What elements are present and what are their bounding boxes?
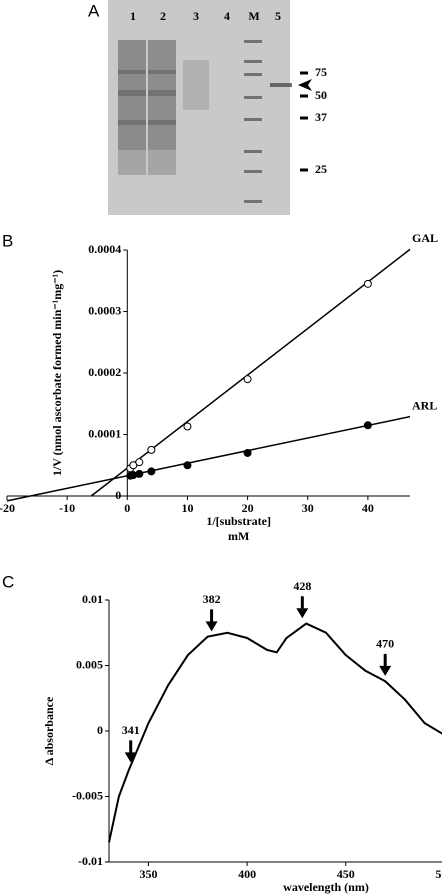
x-tick-label: 20 — [242, 501, 254, 515]
x-tick-label: 10 — [181, 501, 193, 515]
point — [135, 458, 144, 467]
annotation-label: 470 — [376, 637, 394, 651]
x-tick-label: -10 — [59, 501, 75, 515]
x-tick-label: 0 — [124, 501, 130, 515]
point — [363, 279, 372, 288]
point — [183, 461, 192, 470]
panel-letter: B — [2, 231, 13, 250]
annotation-label: 341 — [122, 723, 140, 737]
y-axis-title: 1/V (nmol ascorbate formed min⁻¹mg⁻¹) — [50, 270, 64, 476]
gel-bands — [118, 40, 292, 203]
point — [147, 445, 156, 454]
x-axis-title: wavelength (nm) — [283, 880, 369, 894]
lane-label: 3 — [193, 9, 199, 23]
y-tick-label: 0.01 — [82, 592, 103, 606]
y-tick-label: 0.0001 — [88, 426, 121, 440]
band-arrow — [298, 79, 312, 91]
annotation-arrowhead — [379, 665, 392, 676]
x-axis-title: 1/[substrate] — [206, 514, 271, 528]
x-tick-label: 400 — [238, 867, 256, 881]
spectrum-line — [108, 622, 442, 843]
point — [135, 469, 144, 478]
marker-label: 75 — [315, 65, 327, 79]
lane-label: 1 — [130, 9, 136, 23]
annotation-arrowhead — [205, 621, 218, 632]
fit-line — [6, 415, 411, 502]
y-tick-label: 0 — [97, 723, 103, 737]
point — [183, 422, 192, 431]
y-tick-label: 0.0003 — [88, 303, 121, 317]
y-tick-label: 0.005 — [76, 657, 103, 671]
annotation-label: 428 — [293, 579, 311, 593]
annotation-label: 382 — [203, 592, 221, 606]
x-tick-label: 500 — [435, 867, 442, 881]
lane-label: 2 — [160, 9, 166, 23]
x-tick-label: 40 — [362, 501, 374, 515]
point — [147, 467, 156, 476]
series-label: GAL — [412, 231, 438, 245]
x-tick-label: 450 — [337, 867, 355, 881]
marker-label: 50 — [315, 88, 327, 102]
y-tick-label: 0.0002 — [88, 365, 121, 379]
lane-label: 5 — [275, 9, 281, 23]
y-tick-label: 0 — [115, 488, 121, 502]
point — [243, 448, 252, 457]
lane-label: M — [248, 9, 259, 23]
point — [243, 375, 252, 384]
fit-line — [90, 248, 411, 497]
panel-letter: A — [88, 1, 100, 20]
series-label: ARL — [412, 398, 437, 412]
y-tick-label: -0.005 — [72, 788, 103, 802]
panel-letter: C — [2, 572, 14, 591]
marker-label: 37 — [315, 110, 327, 124]
marker-label: 25 — [315, 162, 327, 176]
y-axis-title: Δ absorbance — [42, 696, 56, 765]
annotation-arrowhead — [296, 608, 309, 619]
lane-label: 4 — [224, 9, 230, 23]
y-tick-label: 0.0004 — [88, 242, 121, 256]
annotation-arrowhead — [124, 752, 137, 763]
x-tick-label: 350 — [139, 867, 157, 881]
point — [363, 421, 372, 430]
x-tick-label: 30 — [302, 501, 314, 515]
x-axis-title: mM — [228, 529, 249, 543]
x-tick-label: -20 — [0, 501, 15, 515]
y-tick-label: -0.01 — [78, 854, 103, 868]
